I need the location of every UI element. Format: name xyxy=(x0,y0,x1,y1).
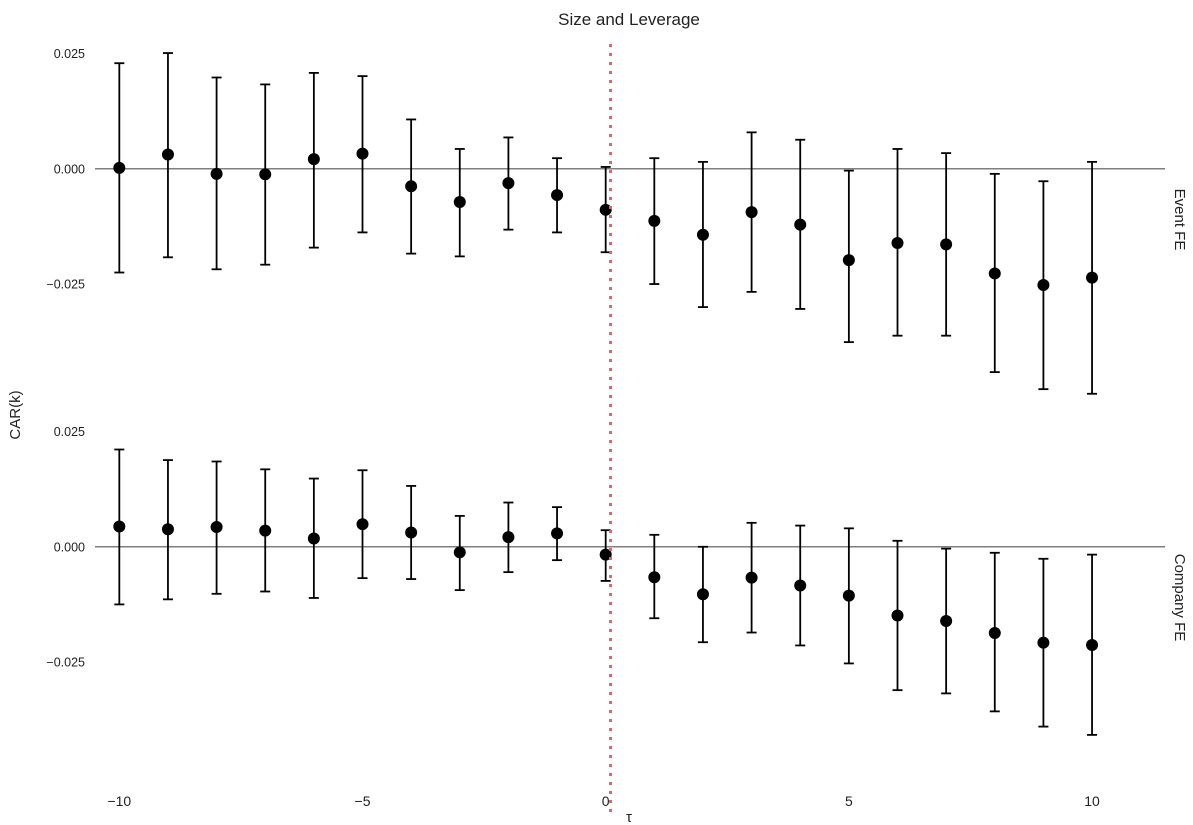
data-point xyxy=(113,520,126,533)
data-point xyxy=(988,267,1001,280)
data-point xyxy=(1086,271,1099,284)
data-point xyxy=(842,589,855,602)
data-point xyxy=(551,527,564,540)
data-point xyxy=(1037,278,1050,291)
data-point xyxy=(745,206,758,219)
x-tick-label: −10 xyxy=(107,793,131,809)
facet-label-company-fe: Company FE xyxy=(1171,554,1188,642)
data-point xyxy=(210,520,223,533)
data-point xyxy=(648,214,661,227)
data-point xyxy=(842,254,855,267)
data-point xyxy=(161,148,174,161)
data-point xyxy=(891,237,904,250)
data-point xyxy=(599,548,612,561)
x-tick-label: 5 xyxy=(845,793,853,809)
data-point xyxy=(502,177,515,190)
x-tick-label: 10 xyxy=(1084,793,1100,809)
data-point xyxy=(1037,636,1050,649)
data-point xyxy=(405,180,418,193)
data-point xyxy=(794,579,807,592)
y-tick-label: −0.025 xyxy=(46,656,85,670)
y-tick-label: −0.025 xyxy=(46,278,85,292)
data-point xyxy=(599,203,612,216)
data-point xyxy=(307,153,320,166)
x-ticks-layer: −10 −5 0 5 10 xyxy=(107,793,1100,809)
data-point xyxy=(453,546,466,559)
data-point xyxy=(940,615,953,628)
x-tick-label: 0 xyxy=(602,793,610,809)
data-point xyxy=(745,571,758,584)
data-point xyxy=(210,167,223,180)
data-point xyxy=(696,588,709,601)
y-tick-label: 0.000 xyxy=(54,162,85,176)
data-point xyxy=(794,218,807,231)
data-point xyxy=(940,238,953,251)
data-point xyxy=(356,147,369,160)
facet-label-event-fe: Event FE xyxy=(1171,189,1188,251)
data-point xyxy=(696,228,709,241)
data-point xyxy=(307,532,320,545)
data-point xyxy=(259,168,272,181)
data-point xyxy=(502,531,515,544)
chart-title: Size and Leverage xyxy=(558,10,700,29)
data-point xyxy=(1086,638,1099,651)
x-tick-label: −5 xyxy=(355,793,371,809)
data-point xyxy=(551,189,564,202)
y-tick-label: 0.025 xyxy=(54,425,85,439)
y-tick-label: 0.000 xyxy=(54,540,85,554)
data-point xyxy=(988,627,1001,639)
y-tick-label: 0.025 xyxy=(54,47,85,61)
panel-event-fe: 0.025 0.000 −0.025 Event FE xyxy=(46,47,1188,395)
data-point xyxy=(161,523,174,536)
panel-company-fe: 0.025 0.000 −0.025 Company FE xyxy=(46,425,1188,736)
data-point xyxy=(113,161,126,174)
data-point xyxy=(356,518,369,531)
data-point xyxy=(259,524,272,537)
data-point xyxy=(648,571,661,584)
panels-layer: 0.025 0.000 −0.025 Event FE 0.025 0.000 −0.025… xyxy=(46,47,1188,736)
y-axis-label: CAR(k) xyxy=(7,390,24,439)
x-axis-label: τ xyxy=(626,809,632,825)
data-point xyxy=(405,526,418,539)
data-point xyxy=(453,195,466,208)
data-point xyxy=(891,609,904,622)
